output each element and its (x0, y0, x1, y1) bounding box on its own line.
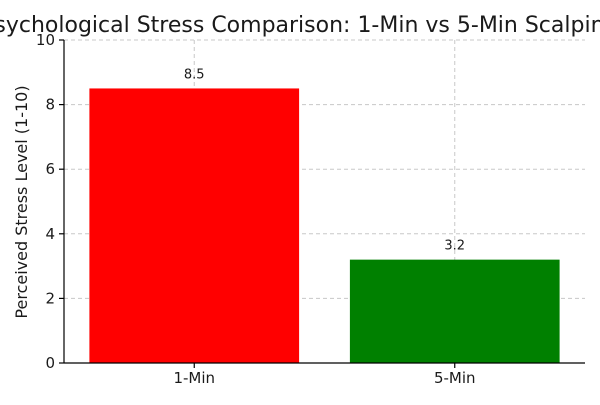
data-label: 8.5 (184, 67, 205, 82)
bar-1-min (89, 88, 300, 363)
x-tick-label: 5-Min (434, 369, 476, 387)
data-label: 3.2 (444, 239, 465, 254)
chart-title: Psychological Stress Comparison: 1-Min v… (0, 13, 600, 38)
y-tick-label: 10 (36, 31, 55, 49)
y-tick-label: 6 (45, 160, 55, 178)
bar-layer (89, 88, 560, 363)
y-tick-label: 2 (45, 289, 55, 307)
y-axis-label: Perceived Stress Level (1-10) (12, 85, 31, 318)
y-tick-label: 4 (45, 225, 55, 243)
label-layer: 8.5 3.2 0 2 4 6 8 10 1-Min 5-Min (36, 31, 476, 387)
axis-layer (59, 39, 585, 368)
x-tick-label: 1-Min (173, 369, 215, 387)
y-tick-label: 8 (45, 96, 55, 114)
y-tick-label: 0 (45, 354, 55, 372)
bar-5-min (349, 259, 560, 363)
